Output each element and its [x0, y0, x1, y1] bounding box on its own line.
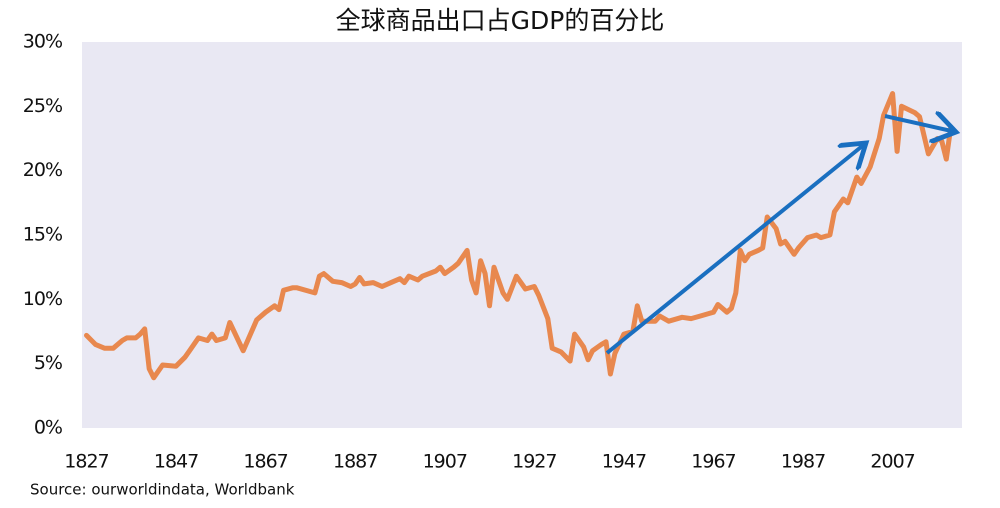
x-tick-label: 1907: [423, 451, 467, 473]
source: Source: ourworldindata, Worldbank: [30, 481, 295, 499]
x-tick-label: 1867: [243, 451, 287, 473]
x-tick-label: 1927: [512, 451, 556, 473]
x-tick-label: 1987: [781, 451, 825, 473]
y-tick-label: 25%: [23, 95, 62, 117]
x-tick-label: 1827: [64, 451, 108, 473]
x-tick-label: 1967: [691, 451, 735, 473]
y-tick-label: 20%: [23, 159, 62, 181]
data-line: [84, 91, 954, 381]
y-tick-label: 0%: [34, 417, 62, 439]
x-tick-label: 2007: [870, 451, 914, 473]
x-tick-label: 1887: [333, 451, 377, 473]
y-tick-label: 10%: [23, 288, 62, 310]
x-tick-label: 1847: [154, 451, 198, 473]
y-tick-label: 30%: [23, 31, 62, 53]
trend-arrow: [605, 143, 866, 355]
chart-title: 全球商品出口占GDP的百分比: [336, 6, 665, 35]
marks: 0% 5% 10% 15% 20% 25% 30% 1827 1847 1867 1887 1907 1…: [23, 31, 954, 473]
y-tick-label: 5%: [34, 352, 62, 374]
trend-arrow: [884, 116, 956, 132]
y-tick-label: 15%: [23, 224, 62, 246]
x-tick-label: 1947: [602, 451, 646, 473]
